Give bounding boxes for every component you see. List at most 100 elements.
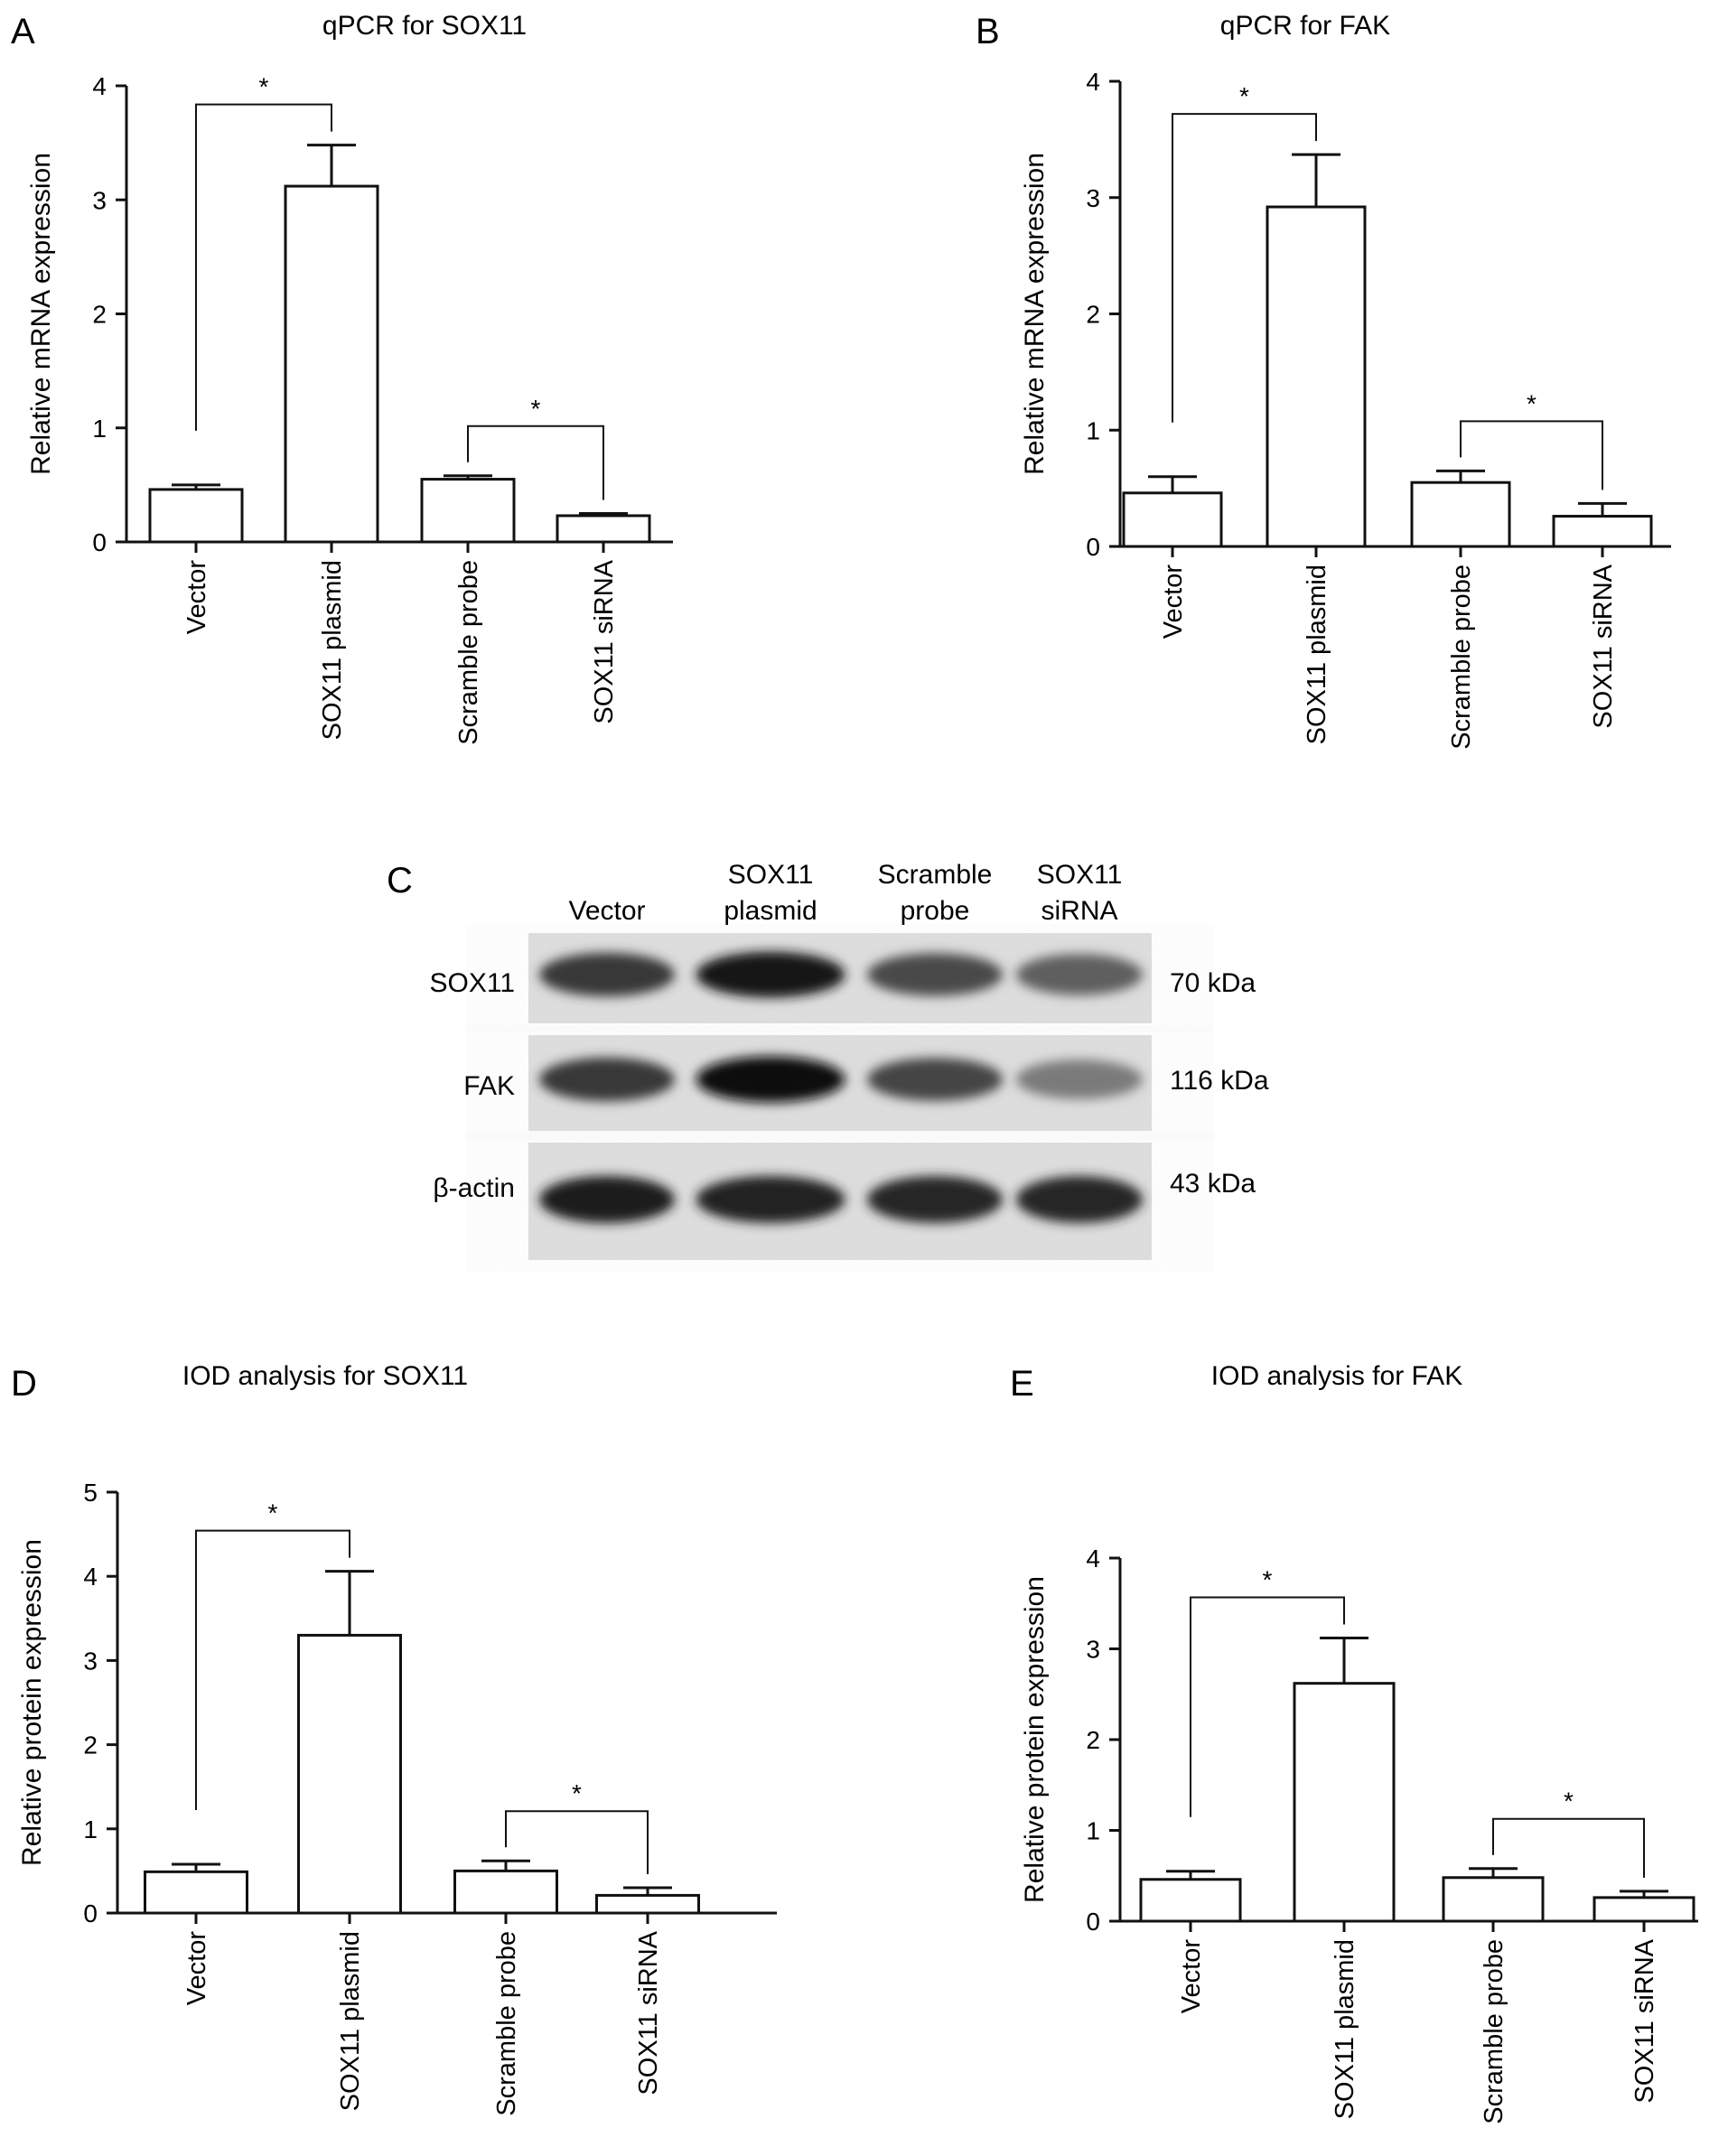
x-tick-label: SOX11 siRNA: [1630, 1938, 1659, 2103]
bar: [1293, 1682, 1396, 1923]
bar: [1410, 481, 1511, 548]
y-tick-label: 4: [92, 72, 107, 100]
x-tick-label: Vector: [182, 560, 211, 635]
x-tick-label: Scramble probe: [1447, 565, 1476, 750]
bar: [1139, 1878, 1242, 1923]
y-tick-label: 3: [1086, 1636, 1100, 1664]
bar: [284, 184, 379, 544]
significance-bracket: [467, 425, 604, 500]
bar: [556, 514, 651, 544]
y-tick-label: 3: [92, 186, 107, 214]
y-tick-label: 1: [1086, 416, 1100, 444]
y-axis-label: Relative protein expression: [1020, 1576, 1050, 1903]
blot-lane-2-line2: plasmid: [724, 896, 817, 926]
x-tick-label: SOX11 plasmid: [336, 1931, 365, 2111]
bar: [1552, 515, 1653, 548]
blot-band: [1016, 954, 1143, 995]
bar: [297, 1633, 402, 1915]
blot-lane-2-line1: SOX11: [728, 860, 814, 890]
y-tick-label: 0: [92, 528, 107, 556]
bar: [144, 1870, 248, 1915]
panel-letter-e: E: [1010, 1364, 1034, 1404]
chart-title: qPCR for SOX11: [322, 11, 527, 41]
y-tick-label: 1: [92, 415, 107, 443]
blot-band: [867, 1058, 1003, 1101]
panel-letter-d: D: [11, 1364, 37, 1404]
significance-star: *: [1527, 389, 1537, 417]
significance-bracket: [195, 103, 332, 431]
chart-panel-e: IOD analysis for FAK Relative protein exp…: [1020, 1361, 1698, 2124]
blot-band: [696, 1176, 845, 1223]
y-axis-label: Relative mRNA expression: [26, 153, 56, 475]
significance-star: *: [531, 395, 541, 423]
blot-band: [539, 952, 675, 997]
y-tick-label: 0: [1086, 1908, 1100, 1936]
blot-lane-4-line2: siRNA: [1041, 896, 1117, 926]
bar: [453, 1869, 558, 1915]
x-tick-label: Vector: [1159, 565, 1188, 639]
blot-lane-3-line1: Scramble: [878, 860, 993, 890]
y-tick-label: 1: [1086, 1817, 1100, 1845]
bar: [1122, 491, 1223, 548]
bar: [1442, 1876, 1545, 1923]
western-blot-panel-c: Vector SOX11 plasmid Scramble probe SOX1…: [430, 860, 1269, 1260]
chart-panel-d: IOD analysis for SOX11 Relative protein e…: [17, 1361, 777, 2116]
y-tick-label: 3: [1086, 184, 1100, 212]
blot-band: [696, 951, 845, 998]
blot-lane-4-line1: SOX11: [1037, 860, 1123, 890]
chart-panel-b: qPCR for FAK Relative mRNA expression 0 1 2 3…: [1020, 11, 1671, 750]
chart-title: IOD analysis for SOX11: [182, 1361, 468, 1391]
bar: [420, 478, 516, 544]
blot-band: [867, 1176, 1003, 1223]
significance-star: *: [259, 73, 269, 101]
y-axis-label: Relative mRNA expression: [1020, 153, 1050, 475]
significance-star: *: [1263, 1565, 1273, 1593]
y-tick-label: 4: [1086, 68, 1100, 96]
x-tick-label: SOX11 siRNA: [634, 1930, 663, 2095]
x-tick-label: Vector: [182, 1931, 211, 2006]
significance-star: *: [572, 1779, 582, 1807]
significance-star: *: [1564, 1787, 1574, 1815]
significance-bracket: [1460, 420, 1603, 490]
significance-bracket: [1492, 1817, 1645, 1878]
x-tick-label: Scramble probe: [1480, 1939, 1508, 2124]
blot-lane-3-line2: probe: [901, 896, 970, 926]
blot-band: [1016, 1059, 1143, 1099]
significance-star: *: [268, 1499, 278, 1527]
y-tick-label: 2: [1086, 1726, 1100, 1754]
significance-bracket: [1172, 113, 1317, 423]
bar: [595, 1893, 700, 1915]
x-tick-label: Scramble probe: [492, 1931, 521, 2116]
y-tick-label: 2: [1086, 301, 1100, 329]
chart-title: IOD analysis for FAK: [1211, 1361, 1462, 1391]
blot-row-label-fak: FAK: [463, 1071, 515, 1101]
y-tick-label: 1: [83, 1815, 98, 1843]
x-tick-label: SOX11 plasmid: [1303, 565, 1331, 744]
blot-band: [1016, 1176, 1143, 1223]
y-tick-label: 0: [1086, 533, 1100, 561]
blot-lane-1-line2: Vector: [568, 896, 645, 926]
blot-band: [867, 953, 1003, 996]
panel-letter-b: B: [976, 12, 1000, 51]
x-tick-label: SOX11 siRNA: [1589, 564, 1618, 728]
x-tick-label: Vector: [1177, 1939, 1206, 2014]
significance-bracket: [505, 1810, 649, 1875]
significance-bracket: [1190, 1596, 1345, 1817]
x-tick-label: SOX11 plasmid: [318, 560, 347, 740]
y-tick-label: 4: [83, 1563, 98, 1591]
x-tick-label: Scramble probe: [454, 560, 483, 745]
y-tick-label: 2: [92, 301, 107, 329]
blot-mw-fak: 116 kDa: [1170, 1066, 1269, 1096]
chart-title: qPCR for FAK: [1220, 11, 1390, 41]
y-tick-label: 2: [83, 1731, 98, 1759]
x-tick-label: SOX11 plasmid: [1331, 1939, 1359, 2119]
bar: [1266, 205, 1367, 548]
blot-band: [696, 1056, 845, 1103]
significance-bracket: [195, 1529, 350, 1810]
blot-row-label-sox11: SOX11: [430, 968, 516, 998]
blot-band: [539, 1057, 675, 1102]
bar: [1593, 1896, 1695, 1923]
chart-panel-a: qPCR for SOX11 Relative mRNA expression 0 1…: [26, 11, 673, 745]
blot-row-label-beta-actin: β-actin: [433, 1173, 515, 1203]
